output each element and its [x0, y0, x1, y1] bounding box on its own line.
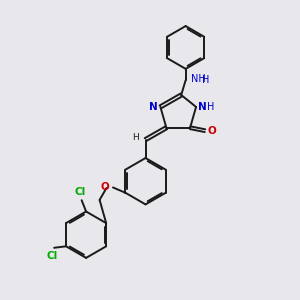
Text: H: H — [132, 133, 139, 142]
Text: N: N — [149, 102, 158, 112]
Text: H: H — [207, 102, 215, 112]
Text: H: H — [202, 75, 209, 85]
Text: NH: NH — [191, 74, 206, 84]
Text: N: N — [198, 102, 207, 112]
Text: Cl: Cl — [74, 187, 86, 197]
Text: Cl: Cl — [46, 251, 57, 261]
Text: O: O — [100, 182, 109, 192]
Text: O: O — [208, 126, 217, 136]
